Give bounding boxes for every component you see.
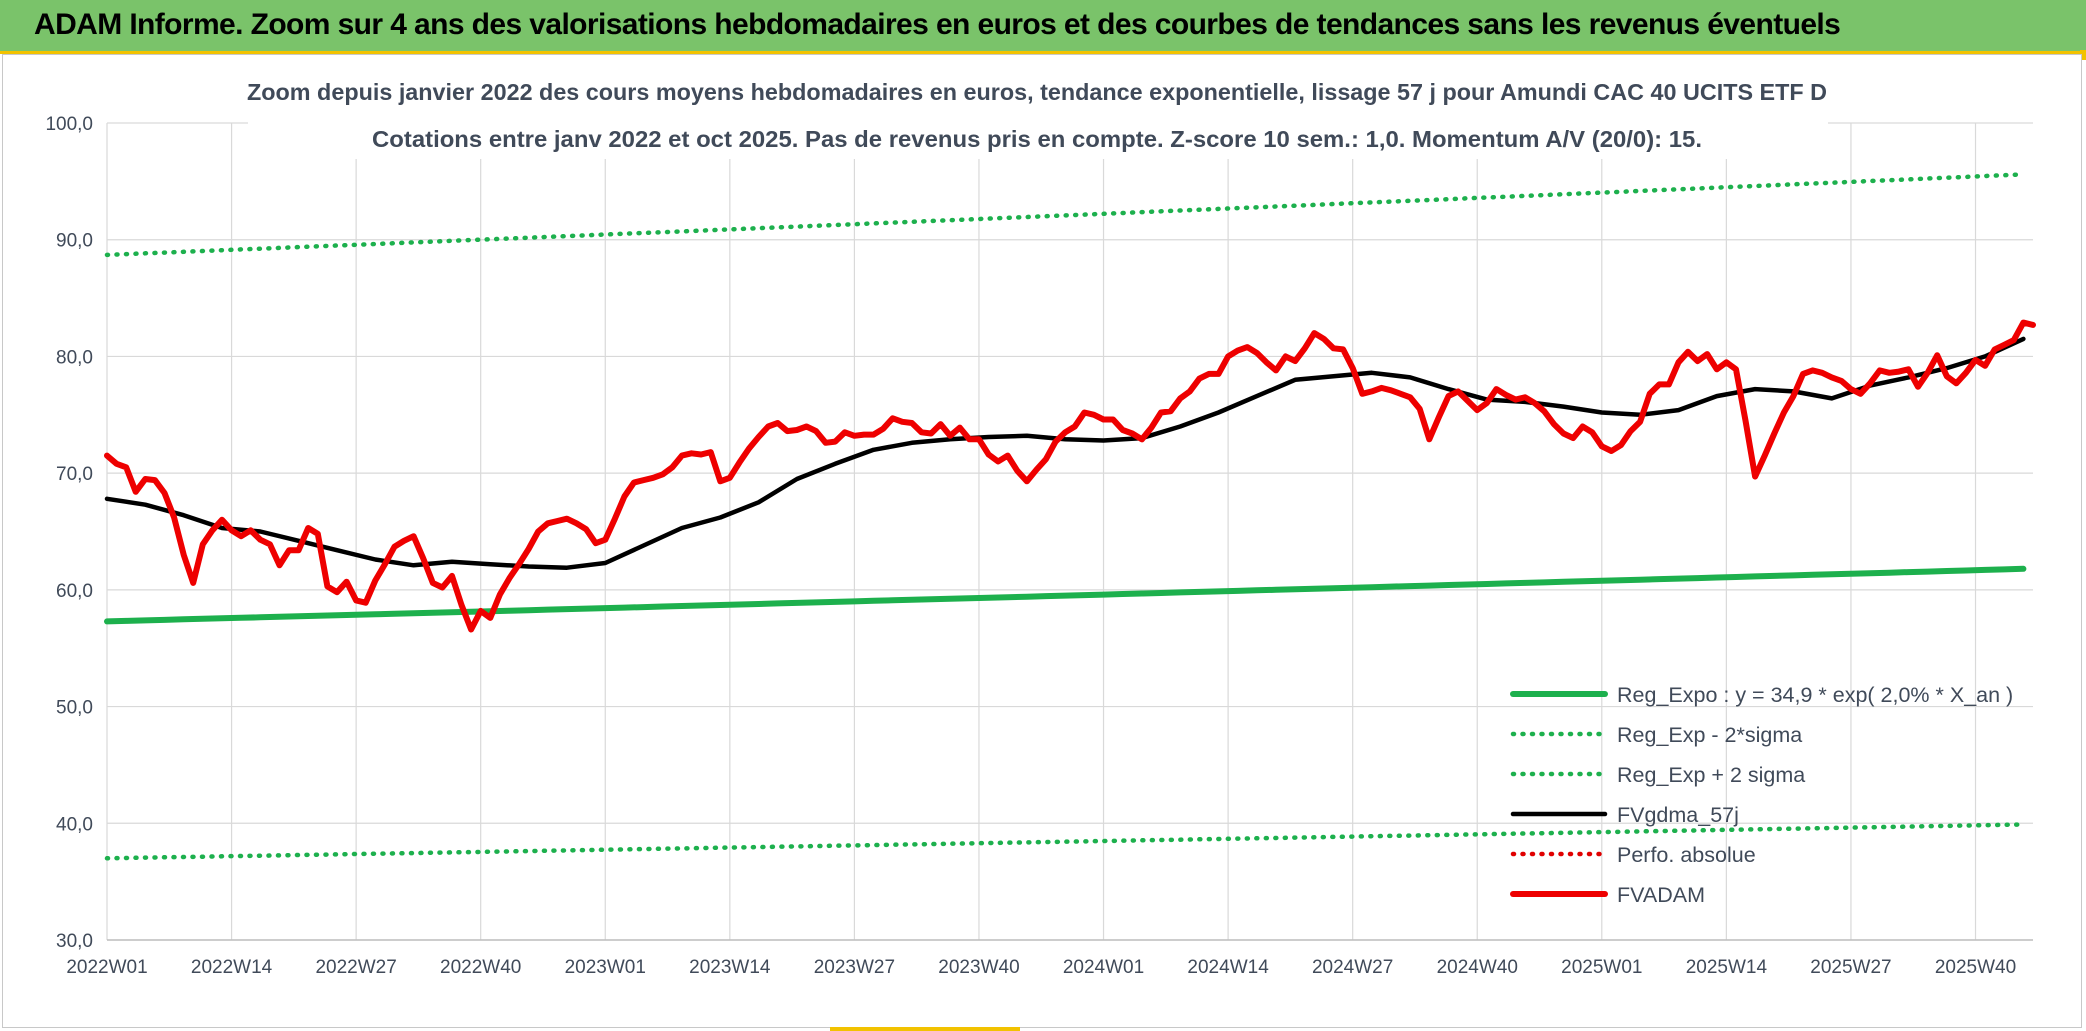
legend-label: Reg_Exp - 2*sigma [1617,723,1802,747]
legend-label: Reg_Expo : y = 34,9 * exp( 2,0% * X_an ) [1617,683,2013,707]
legend-label: FVADAM [1617,883,1705,907]
x-axis: 2022W01 2022W14 2022W27 2022W40 2023W01 2023W… [66,957,2016,978]
x-tick-label: 2025W40 [1935,957,2016,978]
legend-label: FVgdma_57j [1617,803,1739,827]
y-tick-label: 90,0 [56,231,93,252]
y-tick-label: 40,0 [56,814,93,835]
x-tick-label: 2022W40 [440,957,521,978]
x-tick-label: 2023W27 [814,957,895,978]
x-tick-label: 2025W14 [1686,957,1768,978]
legend-label: Perfo. absolue [1617,843,1756,867]
y-tick-label: 30,0 [56,931,93,952]
chart-frame: 30,0 40,0 50,0 60,0 70,0 80,0 90,0 100,0 2022W0… [2,54,2082,1028]
line-chart: 30,0 40,0 50,0 60,0 70,0 80,0 90,0 100,0 2022W0… [45,59,2036,978]
y-tick-label: 70,0 [56,464,93,485]
x-tick-label: 2023W01 [565,957,646,978]
series-line-2 [104,172,2026,258]
x-tick-label: 2024W14 [1187,957,1269,978]
x-tick-label: 2024W01 [1063,957,1144,978]
x-tick-label: 2022W27 [315,957,396,978]
grid [106,122,2033,941]
y-axis: 30,0 40,0 50,0 60,0 70,0 80,0 90,0 100,0 [45,114,93,952]
footer-accent [830,1027,1020,1031]
y-tick-label: 50,0 [56,698,93,719]
chart-title: Zoom depuis janvier 2022 des cours moyen… [247,79,1827,105]
series-group [104,172,2036,861]
chart-subtitle: Cotations entre janv 2022 et oct 2025. P… [372,126,1702,152]
x-tick-label: 2023W14 [689,957,771,978]
x-tick-label: 2022W14 [191,957,273,978]
legend: Reg_Expo : y = 34,9 * exp( 2,0% * X_an )… [1510,683,2013,907]
series-line-1 [104,822,2026,861]
report-title: ADAM Informe. Zoom sur 4 ans des valoris… [34,8,1841,41]
x-tick-label: 2024W27 [1312,957,1393,978]
title-banner: ADAM Informe. Zoom sur 4 ans des valoris… [0,0,2086,54]
title-backdrop [248,59,1828,159]
x-tick-label: 2025W01 [1561,957,1642,978]
x-tick-label: 2024W40 [1437,957,1518,978]
y-tick-label: 80,0 [56,347,93,368]
series-line-0 [104,565,2027,625]
y-tick-label: 60,0 [56,581,93,602]
corner-accent [2080,50,2086,60]
y-tick-label: 100,0 [45,114,93,135]
x-tick-label: 2023W40 [938,957,1019,978]
legend-label: Reg_Exp + 2 sigma [1617,763,1805,787]
x-tick-label: 2022W01 [66,957,147,978]
series-line-5 [104,319,2036,633]
x-tick-label: 2025W27 [1810,957,1891,978]
